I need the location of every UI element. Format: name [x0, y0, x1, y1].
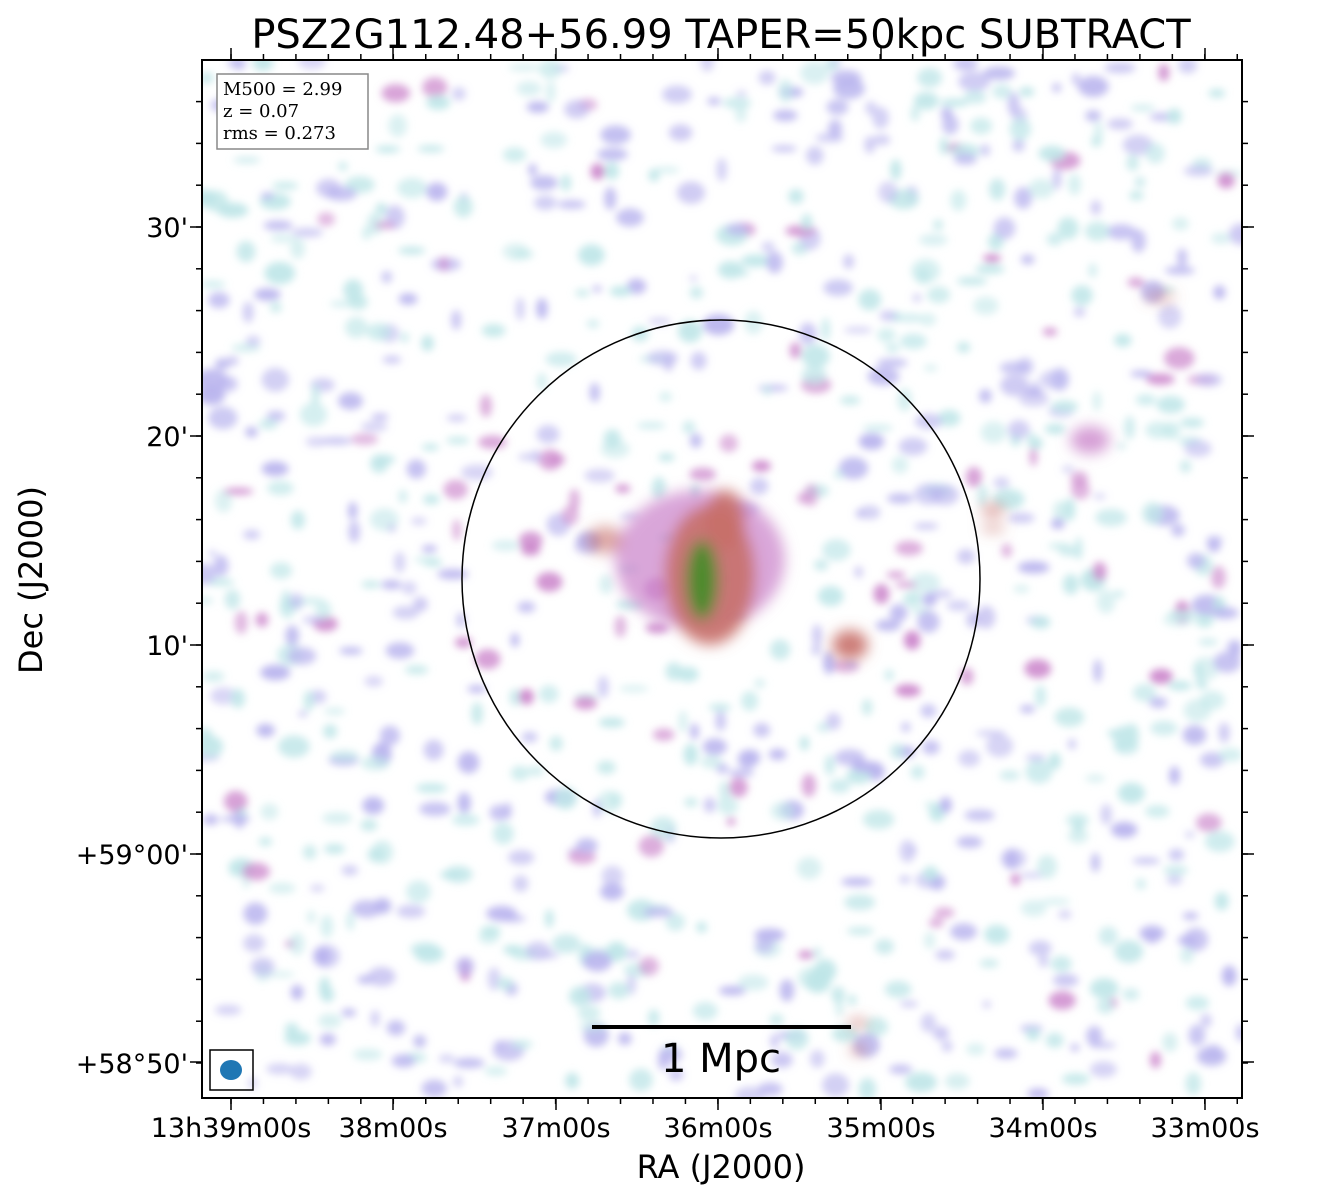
axis-ticks	[190, 48, 1254, 1110]
r500-circle	[461, 319, 981, 839]
beam-ellipse	[220, 1060, 242, 1080]
info-box: M500 = 2.99 z = 0.07 rms = 0.273	[216, 73, 369, 150]
y-tick-label: +59°00'	[76, 840, 188, 871]
y-tick-label: +58°50'	[76, 1049, 188, 1080]
cluster-emission	[587, 293, 1176, 1054]
plot-frame	[201, 59, 1243, 1099]
y-tick-labels: 30' 20' 10' +59°00' +58°50'	[76, 213, 188, 1080]
y-axis-label: Dec (J2000)	[12, 486, 50, 674]
figure-title: PSZ2G112.48+56.99 TAPER=50kpc SUBTRACT	[251, 12, 1191, 58]
x-tick-label: 38m00s	[338, 1113, 447, 1144]
y-tick-label: 10'	[146, 631, 188, 662]
x-tick-label: 37m00s	[501, 1113, 610, 1144]
x-tick-label: 36m00s	[663, 1113, 772, 1144]
info-mass: M500 = 2.99	[223, 79, 342, 100]
y-tick-label: 30'	[146, 213, 188, 244]
info-rms: rms = 0.273	[223, 123, 336, 144]
beam-box	[209, 1049, 254, 1091]
x-tick-labels: 13h39m00s 38m00s 37m00s 36m00s 35m00s 34…	[151, 1113, 1260, 1144]
x-tick-label: 34m00s	[988, 1113, 1097, 1144]
x-tick-label: 13h39m00s	[151, 1113, 312, 1144]
x-tick-label: 33m00s	[1150, 1113, 1259, 1144]
info-redshift: z = 0.07	[223, 101, 299, 122]
x-tick-label: 35m00s	[826, 1113, 935, 1144]
scale-bar-label: 1 Mpc	[661, 1036, 781, 1082]
y-tick-label: 20'	[146, 422, 188, 453]
radio-image	[202, 60, 1242, 1098]
x-axis-label: RA (J2000)	[637, 1148, 806, 1186]
noise-blobs	[202, 60, 1242, 1098]
